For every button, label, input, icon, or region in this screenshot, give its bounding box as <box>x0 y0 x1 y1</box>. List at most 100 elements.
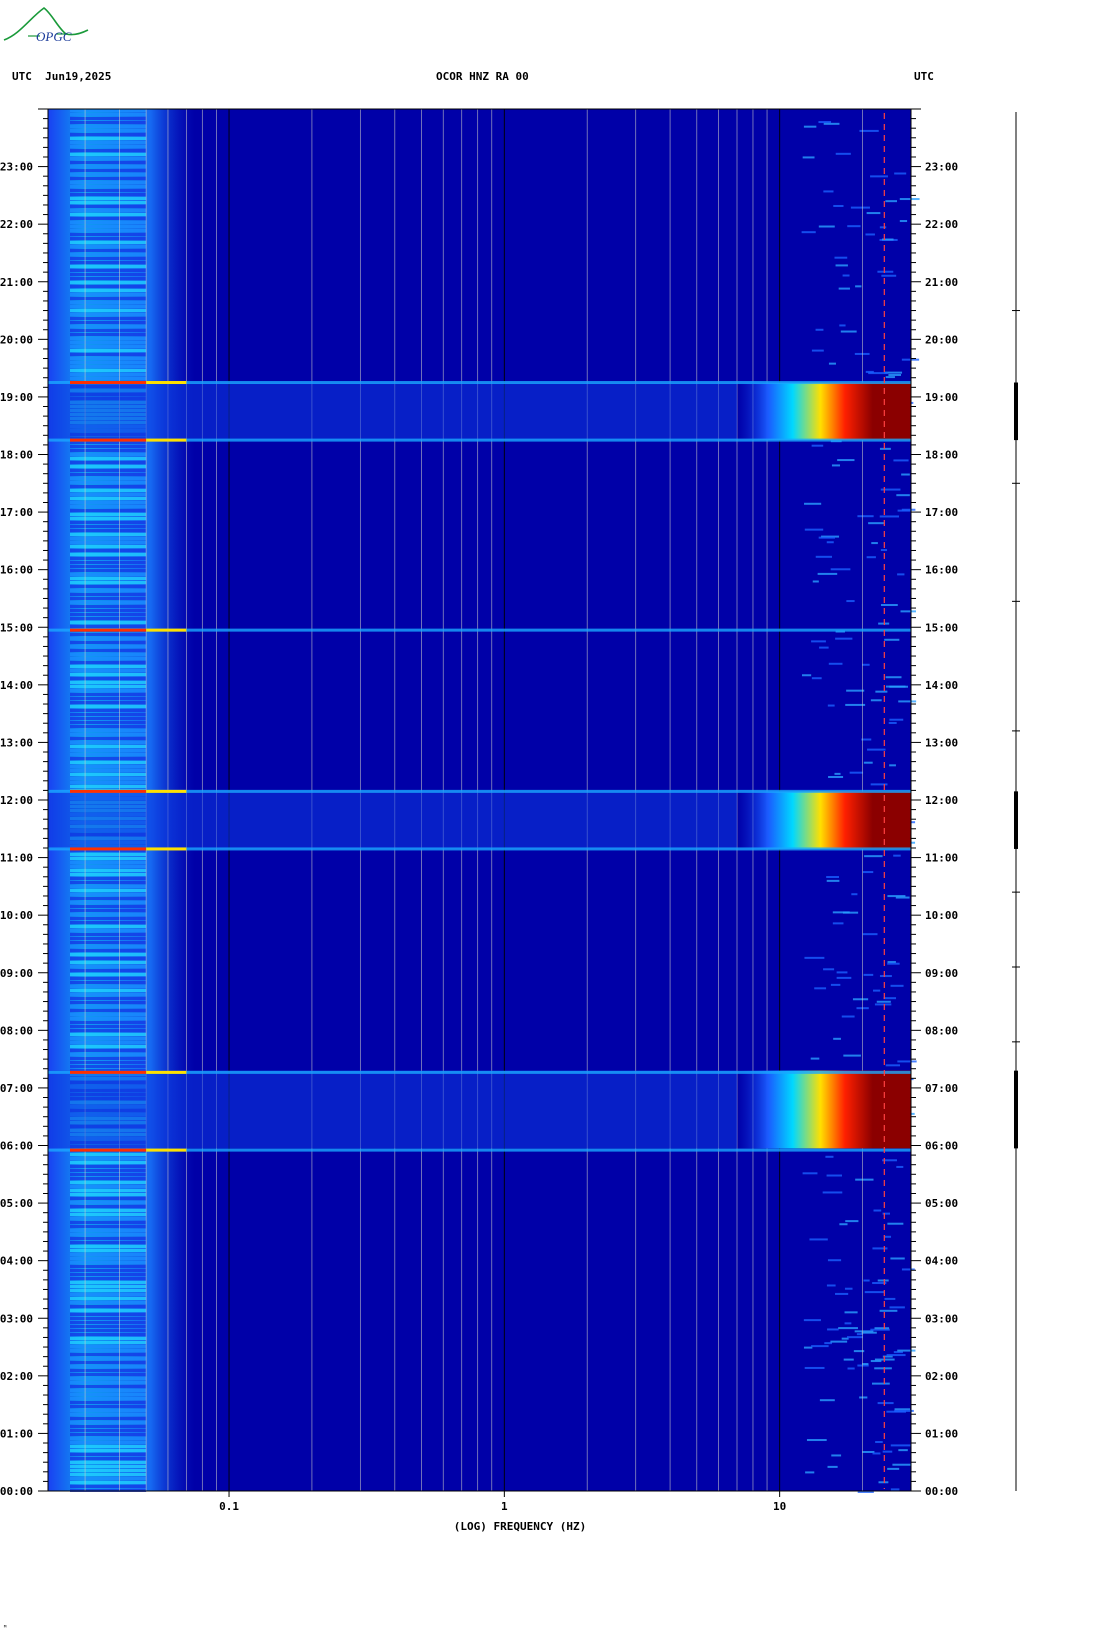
high-frequency-speckle <box>874 1003 892 1006</box>
low-band-stripe <box>70 1449 147 1452</box>
low-band-stripe <box>70 453 147 456</box>
low-band-stripe <box>70 721 147 724</box>
y-tick-label-left: 01:00 <box>0 1427 33 1440</box>
low-band-stripe <box>70 1013 147 1016</box>
y-tick-label-right: 09:00 <box>925 967 958 980</box>
low-band-stripe <box>70 593 147 596</box>
high-frequency-speckle <box>834 772 841 775</box>
high-frequency-speckle <box>824 1342 832 1345</box>
low-band-stripe <box>70 553 147 556</box>
low-band-stripe <box>70 753 147 756</box>
burst-layer <box>48 113 911 1489</box>
low-band-stripe <box>70 273 147 276</box>
high-frequency-speckle <box>888 373 901 376</box>
y-tick-label-right: 10:00 <box>925 909 958 922</box>
high-frequency-speckle <box>828 776 844 779</box>
high-frequency-speckle <box>817 572 838 575</box>
y-tick-label-left: 23:00 <box>0 161 33 174</box>
high-frequency-speckle <box>897 1060 917 1063</box>
low-band-stripe <box>70 1265 147 1268</box>
high-frequency-speckle <box>836 976 852 979</box>
y-tick-label-right: 19:00 <box>925 391 958 404</box>
high-frequency-speckle <box>889 685 909 688</box>
low-band-stripe <box>70 1421 147 1424</box>
low-band-stripe <box>70 269 147 272</box>
low-band-stripe <box>70 561 147 564</box>
high-frequency-speckle <box>872 1247 888 1250</box>
y-tick-label-right: 08:00 <box>925 1024 958 1037</box>
low-band-stripe <box>70 457 147 460</box>
high-frequency-speckle <box>803 1346 813 1349</box>
low-band-stripe <box>70 885 147 888</box>
high-frequency-speckle <box>893 459 909 462</box>
y-tick-label-right: 17:00 <box>925 506 958 519</box>
low-band-stripe <box>70 305 147 308</box>
low-band-stripe <box>70 877 147 880</box>
y-tick-label-right: 14:00 <box>925 679 958 692</box>
low-band-stripe <box>70 1389 147 1392</box>
high-frequency-speckle <box>857 1364 869 1367</box>
high-frequency-speckle <box>887 1222 904 1225</box>
axes: 00:00 00:00 01:00 01:00 02:00 02:00 03:00 03:00… <box>0 108 958 1513</box>
low-band-stripe <box>70 337 147 340</box>
x-tick-label: 10 <box>773 1500 786 1513</box>
low-band-stripe <box>70 1189 147 1192</box>
low-band-stripe <box>70 873 147 876</box>
high-frequency-speckle <box>865 233 875 236</box>
high-frequency-speckle <box>878 1481 889 1484</box>
high-frequency-speckle <box>811 444 824 447</box>
high-frequency-speckle <box>862 871 874 874</box>
high-frequency-speckle <box>885 200 898 203</box>
low-band-stripe <box>70 1461 147 1464</box>
low-band-stripe <box>70 341 147 344</box>
high-frequency-speckle <box>879 975 892 978</box>
low-band-stripe <box>70 1357 147 1360</box>
low-band-stripe <box>70 301 147 304</box>
y-tick-label-right: 05:00 <box>925 1197 958 1210</box>
header-left-label: UTC Jun19,2025 <box>12 70 112 83</box>
low-band-stripe <box>70 909 147 912</box>
high-frequency-speckle <box>819 646 829 649</box>
high-frequency-speckle <box>894 172 907 175</box>
low-band-stripe <box>70 1385 147 1388</box>
low-band-stripe <box>70 1269 147 1272</box>
y-tick-label-right: 21:00 <box>925 276 958 289</box>
low-band-stripe <box>70 1009 147 1012</box>
low-band-stripe <box>70 741 147 744</box>
low-band-stripe <box>70 1197 147 1200</box>
high-frequency-speckle <box>840 330 857 333</box>
low-band-stripe <box>70 1025 147 1028</box>
low-band-stripe <box>70 1261 147 1264</box>
high-frequency-speckle <box>801 674 812 677</box>
low-band-stripe <box>70 925 147 928</box>
high-frequency-speckle <box>877 1279 889 1282</box>
low-band-stripe <box>70 317 147 320</box>
low-band-stripe <box>70 297 147 300</box>
y-tick-label-right: 06:00 <box>925 1140 958 1153</box>
low-band-stripe <box>70 701 147 704</box>
low-band-stripe <box>70 281 147 284</box>
broadband-line-peak <box>70 628 147 632</box>
low-band-stripe <box>70 133 147 136</box>
high-frequency-speckle <box>825 1155 834 1158</box>
low-band-stripe <box>70 1361 147 1364</box>
high-frequency-speckle <box>870 783 888 786</box>
high-frequency-speckle <box>890 1257 905 1260</box>
low-band-stripe <box>70 369 147 372</box>
high-frequency-speckle <box>897 1349 916 1352</box>
broadband-line <box>48 847 911 851</box>
high-frequency-speckle <box>855 285 862 288</box>
low-band-stripe <box>70 1369 147 1372</box>
high-frequency-speckle <box>856 1333 864 1336</box>
low-band-stripe <box>70 1221 147 1224</box>
low-band-stripe <box>70 505 147 508</box>
high-frequency-speckle <box>834 256 848 259</box>
low-band-stripe <box>70 1193 147 1196</box>
low-band-stripe <box>70 1169 147 1172</box>
low-band-stripe <box>70 465 147 468</box>
low-band-stripe <box>70 1181 147 1184</box>
low-band-stripe <box>70 929 147 932</box>
low-band-stripe <box>70 549 147 552</box>
opgc-logo: OPGC <box>3 7 89 44</box>
low-band-stripe <box>70 493 147 496</box>
